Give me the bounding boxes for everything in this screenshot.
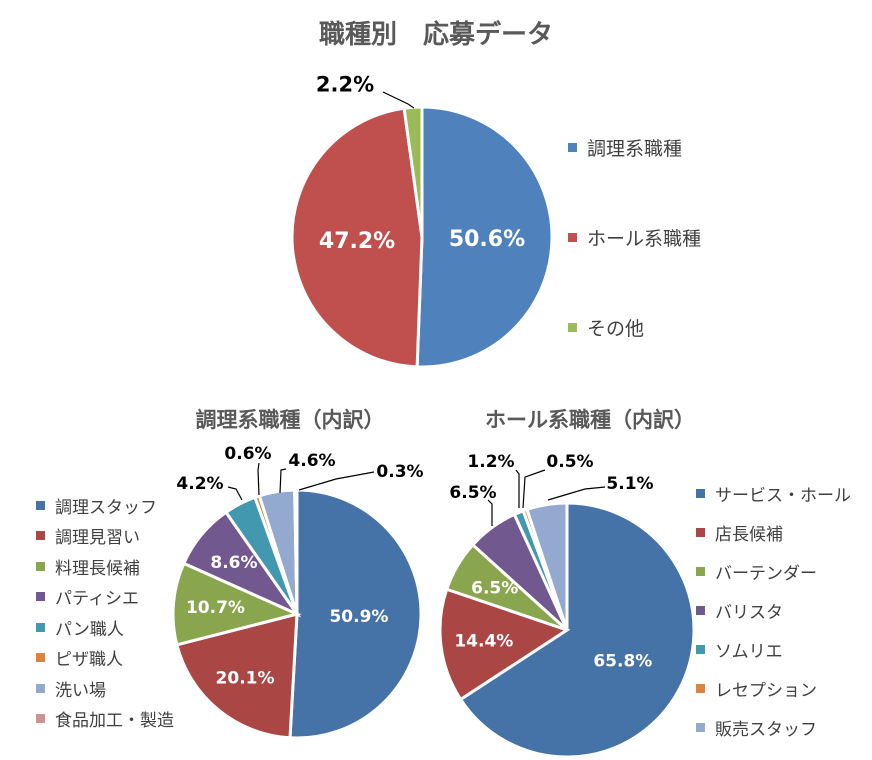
legend-label: 店長候補: [715, 524, 783, 545]
legend-label: 調理見習い: [55, 528, 140, 548]
legend-swatch: [36, 531, 45, 540]
legend-item: サービス・ホール: [696, 480, 851, 506]
legend-label: レセプション: [715, 680, 817, 701]
legend-item: パティシエ: [36, 585, 174, 609]
slice-data-label: 50.9%: [329, 607, 388, 627]
leader-line: [487, 499, 493, 526]
legend-item: 調理系職種: [568, 132, 701, 162]
legend-swatch: [568, 142, 577, 152]
leader-line: [547, 486, 606, 501]
legend-label: ピザ職人: [55, 650, 123, 670]
slice-data-label: 47.2%: [319, 229, 395, 254]
leader-line: [257, 462, 260, 496]
slice-data-label: 65.8%: [593, 651, 652, 671]
legend-label: 調理系職種: [587, 137, 683, 160]
pie-slice: [175, 612, 299, 740]
legend-label: パン職人: [55, 619, 124, 640]
legend-label: 洗い場: [55, 680, 106, 701]
legend-label: 食品加工・製造: [55, 711, 174, 731]
legend-swatch: [696, 566, 705, 576]
pie-slice: [438, 587, 571, 702]
hall-legend: サービス・ホール 店長候補バーテンダー バリスタソムリエレセプション 販売スタッフ: [696, 480, 851, 753]
legend-item: ホール系職種: [568, 222, 701, 252]
slice-data-label: 14.4%: [454, 632, 513, 652]
legend-item: 料理長候補: [36, 554, 174, 579]
legend-swatch: [36, 561, 45, 571]
legend-label: 販売スタッフ: [715, 719, 817, 740]
pie-slice: [525, 501, 569, 631]
pie-slice: [415, 105, 554, 369]
legend-swatch: [36, 622, 45, 632]
leader-line: [522, 469, 546, 509]
legend-item: 店長候補: [696, 519, 851, 545]
legend-label: パティシエ: [55, 589, 139, 609]
legend-swatch: [696, 605, 705, 615]
legend-item: 調理見習い: [36, 524, 174, 548]
legend-label: 料理長候補: [55, 558, 140, 579]
pie-slice: [288, 488, 423, 740]
leader-line: [382, 91, 415, 109]
legend-label: バリスタ: [715, 602, 783, 623]
legend-item: 食品加工・製造: [36, 707, 174, 731]
slice-data-label: 50.6%: [449, 227, 525, 252]
legend-swatch: [36, 714, 45, 723]
legend-label: バーテンダー: [715, 563, 817, 584]
legend-swatch: [36, 653, 45, 662]
legend-swatch: [696, 722, 705, 732]
cooking-chart-title: 調理系職種（内訳）: [195, 408, 385, 432]
legend-swatch: [568, 232, 577, 242]
slice-data-label: 1.2%: [467, 452, 514, 472]
legend-swatch: [696, 644, 705, 654]
legend-swatch: [696, 683, 705, 693]
legend-item: ピザ職人: [36, 646, 174, 670]
legend-item: パン職人: [36, 615, 174, 640]
leader-line: [227, 486, 243, 501]
legend-item: 洗い場: [36, 676, 174, 701]
pie-slice: [293, 488, 299, 615]
leader-line: [298, 471, 375, 491]
legend-item: バーテンダー: [696, 558, 851, 584]
legend-swatch: [36, 500, 45, 510]
legend-label: サービス・ホール: [715, 485, 851, 506]
slice-data-label: 4.6%: [288, 451, 335, 471]
slice-data-label: 10.7%: [186, 598, 245, 618]
pie-slice: [171, 561, 302, 647]
main-legend: 調理系職種ホール系職種 その他: [568, 132, 701, 402]
slice-data-label: 4.2%: [176, 474, 223, 494]
slice-data-label: 6.5%: [471, 579, 518, 599]
legend-swatch: [696, 527, 705, 537]
slice-data-label: 5.1%: [606, 474, 653, 494]
legend-swatch: [36, 683, 45, 693]
leader-line: [279, 468, 287, 494]
cooking-legend: 調理スタッフ 調理見習い料理長候補パティシエパン職人ピザ職人洗い場食品加工・製造: [36, 493, 174, 737]
legend-swatch: [36, 592, 45, 601]
legend-swatch: [568, 322, 577, 332]
slice-data-label: 0.5%: [546, 452, 593, 472]
pie-slice: [458, 501, 696, 759]
main-chart-title: 職種別 応募データ: [318, 20, 553, 50]
legend-label: ホール系職種: [587, 227, 702, 250]
slice-data-label: 20.1%: [216, 668, 275, 688]
slice-data-label: 0.6%: [224, 444, 271, 464]
slice-data-label: 8.6%: [210, 553, 257, 573]
legend-item: 調理スタッフ: [36, 493, 174, 518]
slice-data-label: 0.3%: [376, 462, 423, 482]
legend-item: 販売スタッフ: [696, 714, 851, 740]
hall-chart-title: ホール系職種（内訳）: [485, 408, 695, 432]
legend-item: ソムリエ: [696, 636, 851, 662]
leader-line: [515, 469, 520, 508]
legend-label: その他: [587, 317, 645, 340]
legend-label: ソムリエ: [715, 641, 783, 662]
legend-item: その他: [568, 312, 701, 342]
slice-data-label: 6.5%: [449, 483, 496, 503]
legend-label: 調理スタッフ: [55, 497, 157, 518]
legend-swatch: [696, 488, 705, 498]
legend-item: バリスタ: [696, 597, 851, 623]
pie-slice: [290, 106, 424, 369]
slice-data-label: 2.2%: [316, 73, 374, 97]
legend-item: レセプション: [696, 675, 851, 701]
